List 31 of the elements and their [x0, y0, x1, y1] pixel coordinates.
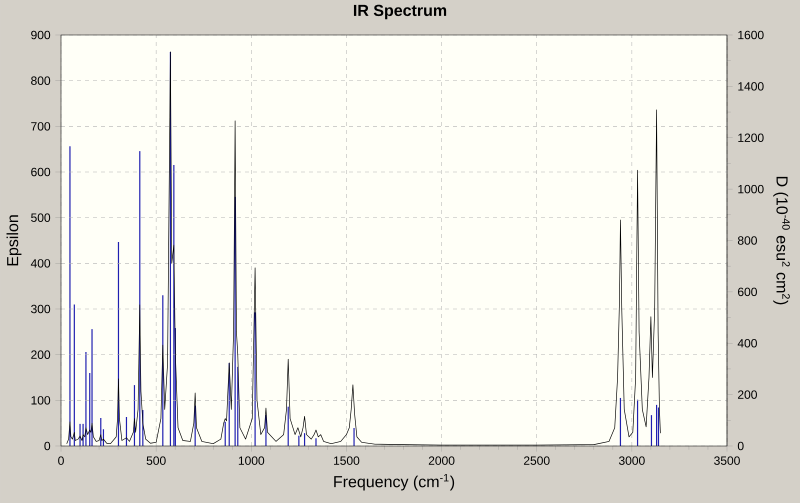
x-axis-title: Frequency (cm$^{-1}$) — [334, 474, 454, 491]
y-tick-label: 600 — [31, 168, 50, 176]
chart-title: IR Spectrum — [354, 4, 446, 20]
y-axis-title: Epsilon — [6, 215, 22, 266]
y2-tick-label: 400 — [738, 338, 757, 348]
y-tick-label: 700 — [31, 122, 50, 131]
x-tick-label: 1000 — [238, 456, 264, 465]
y-tick-label: 500 — [31, 213, 50, 222]
x-tick-label: 500 — [146, 456, 166, 465]
x-tick-label: 0 — [58, 456, 64, 465]
y2-tick-label: 1400 — [738, 82, 764, 91]
y-tick-label: 900 — [31, 30, 50, 40]
y-tick-label: 800 — [31, 76, 50, 85]
x-tick-label: 3000 — [618, 456, 645, 465]
x-tick-label: 2500 — [524, 456, 550, 465]
y2-tick-label: 1200 — [738, 133, 764, 142]
y2-tick-label: 600 — [738, 288, 757, 296]
y2-tick-label: 1000 — [738, 184, 764, 194]
y2-tick-label: 1600 — [738, 30, 764, 40]
y2-axis-title: D (10$^{-40}$ esu$^{2}$ cm$^{2}$) — [773, 176, 790, 304]
y-tick-label: 200 — [31, 350, 50, 359]
x-tick-label: 3500 — [714, 456, 740, 465]
y2-tick-label: 800 — [738, 236, 757, 245]
y-tick-label: 400 — [30, 259, 50, 268]
y2-tick-label: 200 — [738, 390, 757, 399]
y-tick-label: 100 — [32, 396, 50, 405]
y-tick-label: 300 — [31, 304, 50, 314]
y2-tick-label: 0 — [738, 442, 744, 450]
y-tick-label: 0 — [44, 442, 50, 450]
x-tick-label: 1500 — [334, 456, 360, 465]
x-tick-label: 2000 — [428, 456, 454, 465]
